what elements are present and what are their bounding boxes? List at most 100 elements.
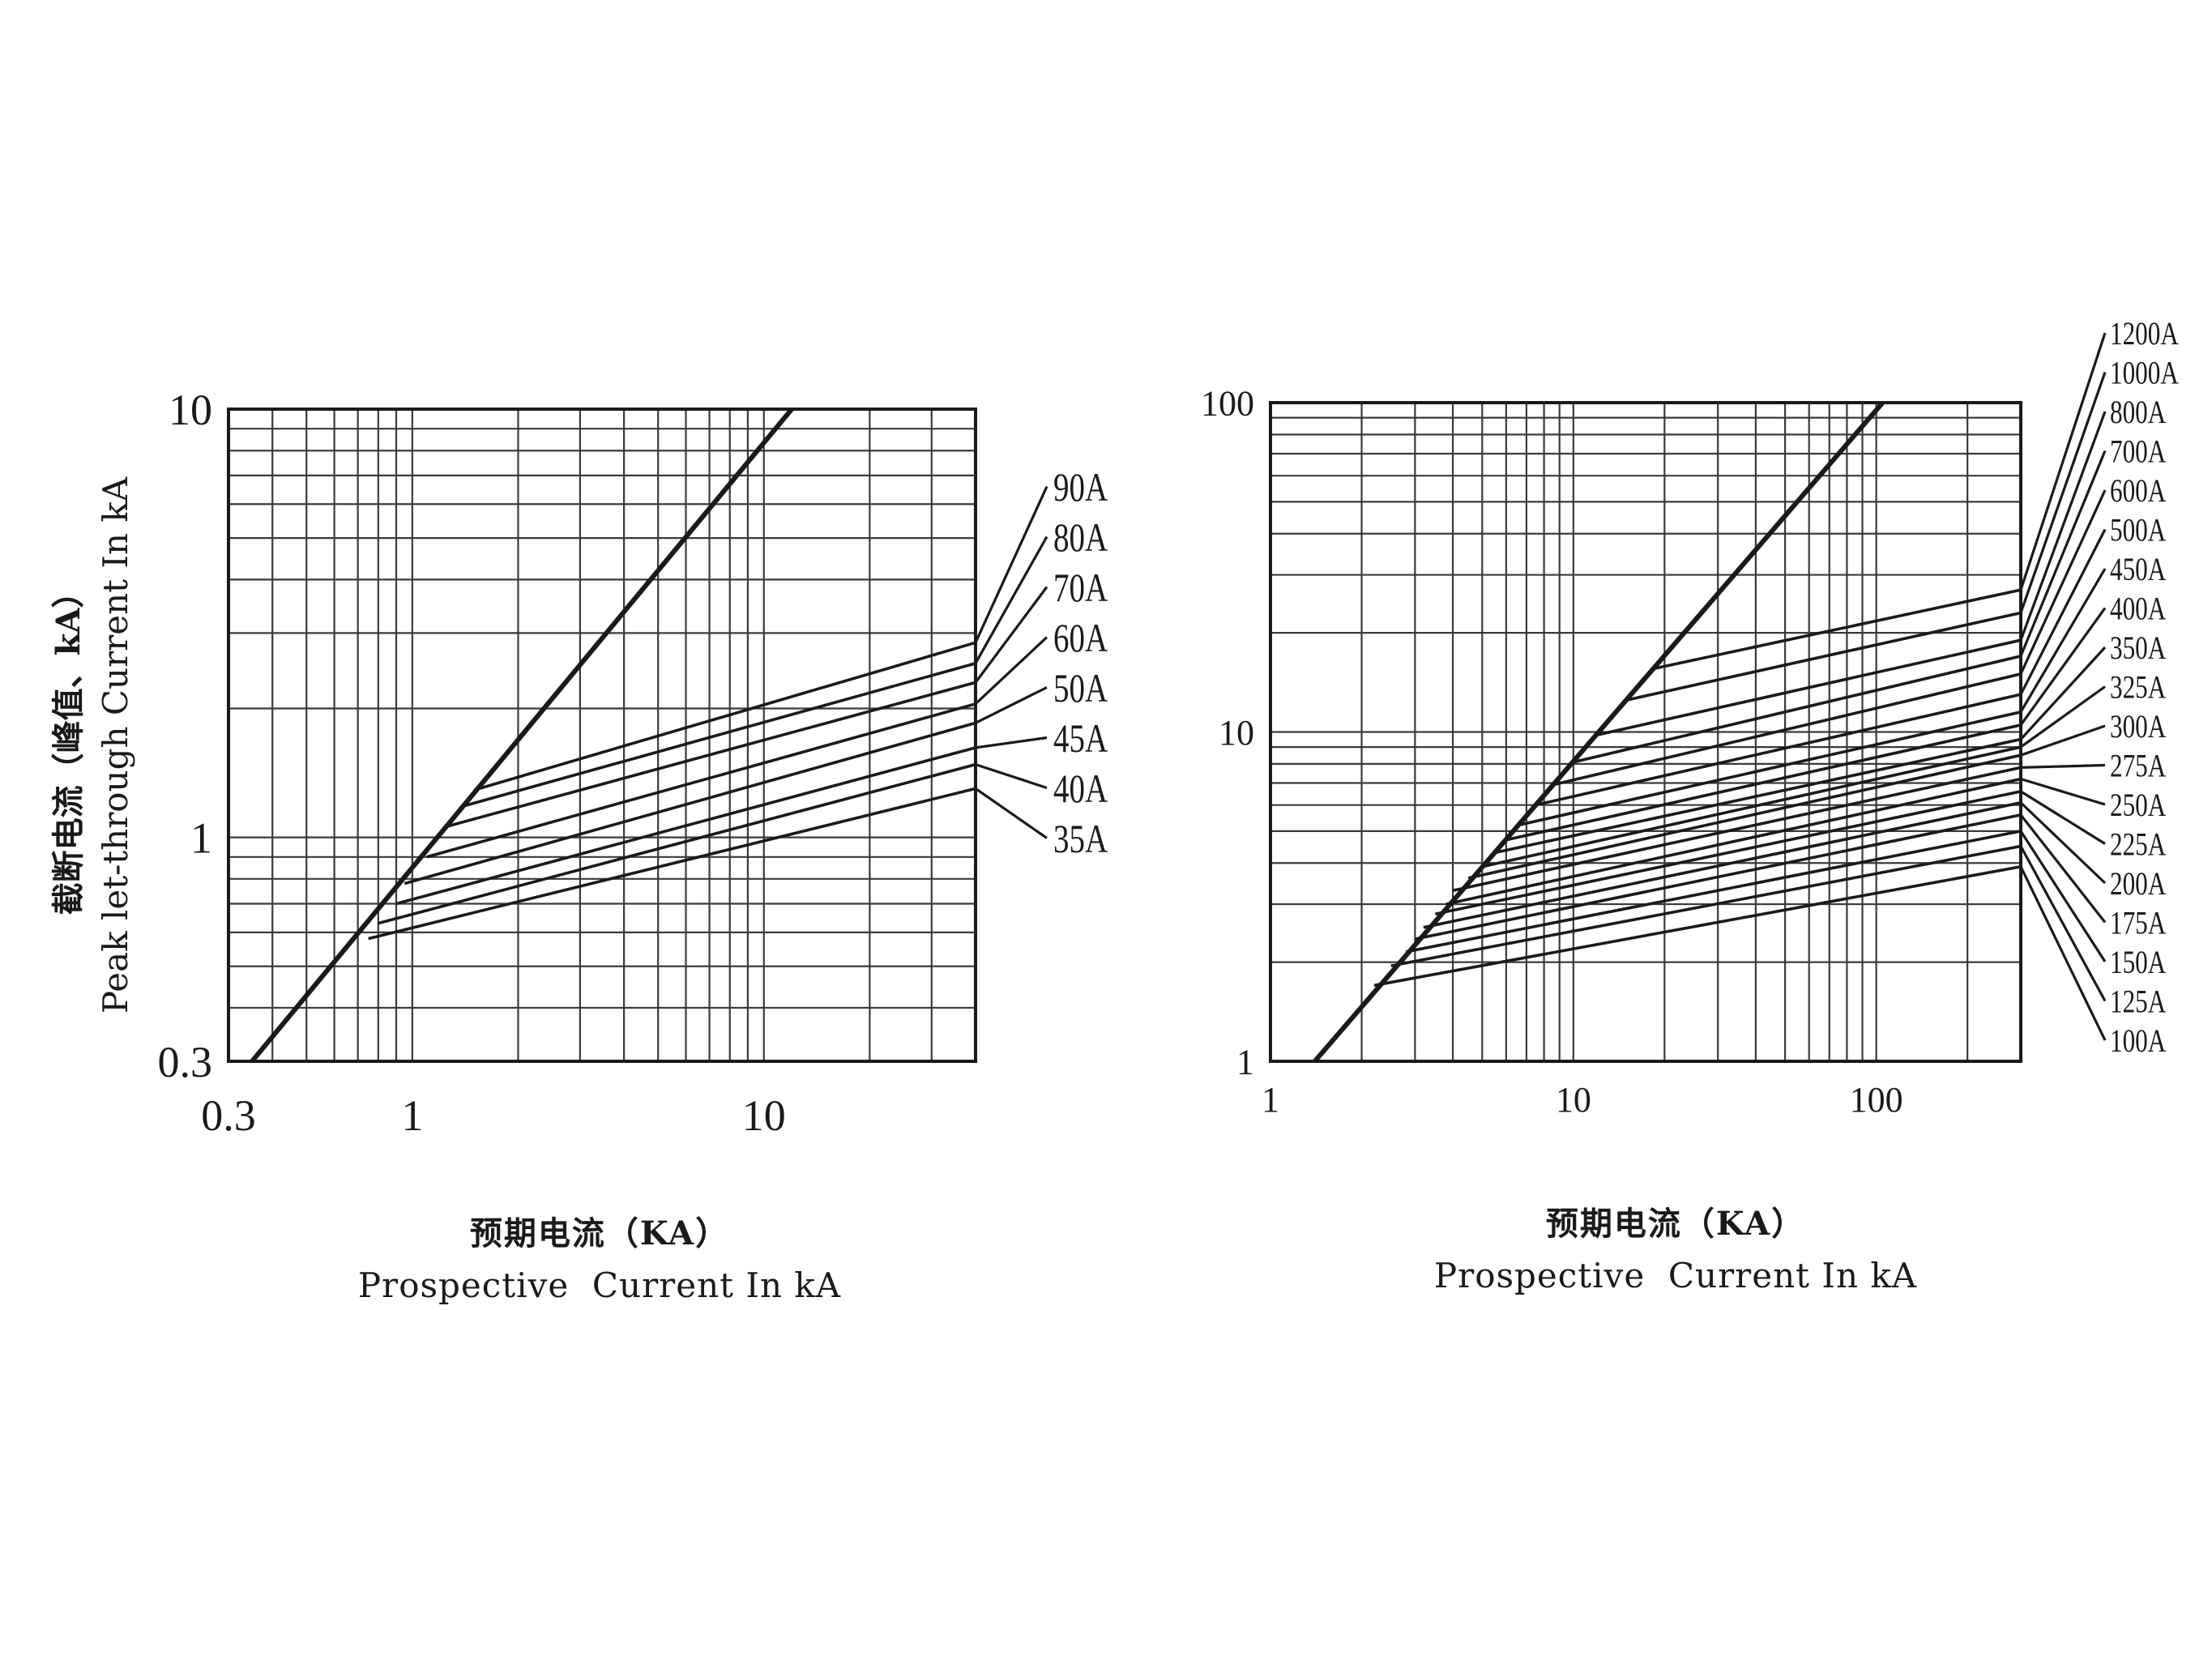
chart-2-series-label-150A: 150A [2110,944,2166,980]
chart-1-y-axis-label: 截断电流（峰值、kA） Peak let-through Current In … [42,340,156,1150]
chart-1-series-leader-40A [975,763,1048,790]
chart-2-y-tick-label: 10 [1219,713,1254,753]
chart-2-series-label-700A: 700A [2110,433,2166,470]
chart-2-series-label-200A: 200A [2110,865,2166,902]
chart-2-x-axis-label-cn: 预期电流（KA） [1545,1205,1806,1243]
chart-2-series-leader-175A [2019,813,2107,924]
chart-2-series-line-450A [1516,711,2022,827]
chart-2-series-line-700A [1573,655,2022,764]
chart-2-series-leader-600A [2019,489,2107,675]
chart-2-series-label-600A: 600A [2110,472,2166,509]
chart-1-y-axis-label-en: Peak let-through Current In kA [96,476,135,1014]
chart-2-series-label-325A: 325A [2110,669,2166,706]
chart-2-series-line-800A [1597,638,2022,736]
chart-2-series-line-400A [1505,723,2022,842]
chart-2-series-line-275A [1452,766,2022,892]
chart-2-y-tick-label: 1 [1236,1042,1254,1082]
chart-2-series-label-300A: 300A [2110,708,2166,745]
chart-1-y-tick-label: 1 [190,814,212,863]
chart-2-series-line-600A [1552,672,2022,787]
chart-1-x-axis-label-cn: 预期电流（KA） [469,1214,730,1252]
chart-1-series-label-90A: 90A [1053,464,1108,510]
chart-2-series-line-125A [1390,844,2022,967]
chart-1-series-line-40A [378,762,976,925]
chart-2-series-leader-300A [2020,724,2106,757]
chart-1-series-label-50A: 50A [1053,665,1108,711]
chart-1-y-tick-label: 0.3 [158,1038,213,1086]
chart-1-series-line-60A [426,702,976,859]
chart-2-series-label-450A: 450A [2110,551,2166,587]
chart-2-series-leader-225A [2020,790,2106,845]
chart-2-series-leader-275A [2020,763,2106,769]
chart-1-series-line-50A [404,721,976,885]
chart-2-series-leader-125A [2019,845,2107,1002]
chart-2-plot-frame [1269,401,2022,1063]
chart-2-series-line-500A [1535,693,2022,807]
chart-1-series-label-80A: 80A [1053,514,1108,560]
chart-2-series-line-325A [1481,745,2022,868]
chart-1-x-axis-label-en: Prospective Current In kA [357,1265,842,1305]
chart-2-x-tick-label: 10 [1556,1080,1591,1120]
chart-2-series-leader-1200A [2019,332,2107,591]
chart-2-series-line-1000A [1626,611,2022,702]
chart-2-series-leader-500A [2019,528,2107,695]
chart-2-series-leader-200A [2019,801,2107,885]
chart-1-series-leader-90A [974,485,1048,643]
chart-1-series-label-40A: 40A [1053,766,1108,811]
chart-1-series-leader-45A [975,736,1048,749]
chart-1-series-line-45A [395,746,976,906]
chart-1-series-label-35A: 35A [1053,816,1108,861]
chart-2-series-label-800A: 800A [2110,394,2166,430]
chart-2-series-label-350A: 350A [2110,629,2166,666]
chart-2-series-line-100A [1373,864,2022,988]
chart-1-x-axis-label: 预期电流（KA） Prospective Current In kA [292,1207,907,1305]
chart-2-series-label-175A: 175A [2110,905,2166,941]
chart-2-series-leader-100A [2019,866,2107,1041]
chart-1-series-line-70A [446,681,976,828]
chart-2-x-axis-label: 预期电流（KA） Prospective Current In kA [1368,1197,1984,1295]
chart-2-x-tick-label: 1 [1262,1080,1279,1120]
chart-2-series-leader-325A [2020,685,2106,749]
chart-2-series-leader-800A [2019,411,2107,641]
chart-1-x-tick-label: 1 [401,1091,423,1140]
chart-2-series-line-150A [1405,830,2022,954]
chart-2-series-line-350A [1494,737,2022,855]
chart-2-series-line-1200A [1650,588,2022,671]
chart-2-series-leader-150A [2019,830,2107,962]
chart-1-plot-frame [227,408,977,1063]
chart-2-series-leader-1000A [2019,371,2107,613]
chart-2-series-label-225A: 225A [2110,826,2166,863]
chart-2-series-leader-350A [2019,646,2107,740]
chart-2-series-leader-250A [2020,777,2106,806]
chart-1-reference-line [250,408,794,1063]
chart-2-series-label-1000A: 1000A [2110,355,2179,391]
chart-1-series-line-35A [368,787,976,941]
chart-2-series-label-250A: 250A [2110,787,2166,823]
chart-2-series-label-100A: 100A [2110,1022,2166,1059]
chart-2-series-label-275A: 275A [2110,748,2166,784]
chart-2-series-leader-450A [2019,568,2107,713]
chart-2-series-line-225A [1435,790,2022,915]
chart-2-series-leader-700A [2019,450,2107,657]
chart-2-series-line-300A [1467,753,2022,880]
chart-2-series-line-200A [1423,801,2022,929]
chart-1-y-tick-label: 10 [169,386,212,434]
chart-1-series-line-90A [473,641,976,792]
chart-2-y-tick-label: 100 [1201,383,1254,423]
chart-2-x-tick-label: 100 [1850,1080,1903,1120]
chart-2-x-axis-label-en: Prospective Current In kA [1433,1256,1918,1295]
chart-2-series-leader-400A [2019,607,2107,726]
chart-1-series-leader-60A [974,636,1048,705]
chart-1-series-leader-35A [975,787,1048,839]
chart-2-series-label-125A: 125A [2110,984,2166,1020]
chart-2-series-line-175A [1414,813,2022,941]
chart-2-series-label-1200A: 1200A [2110,315,2179,352]
chart-2-series-label-400A: 400A [2110,591,2166,627]
chart-1-series-label-70A: 70A [1053,565,1108,610]
chart-1-series-leader-70A [974,586,1048,684]
chart-1-series-leader-80A [974,536,1048,664]
chart-1-series-label-45A: 45A [1053,715,1108,761]
chart-1-x-tick-label: 0.3 [201,1091,256,1140]
